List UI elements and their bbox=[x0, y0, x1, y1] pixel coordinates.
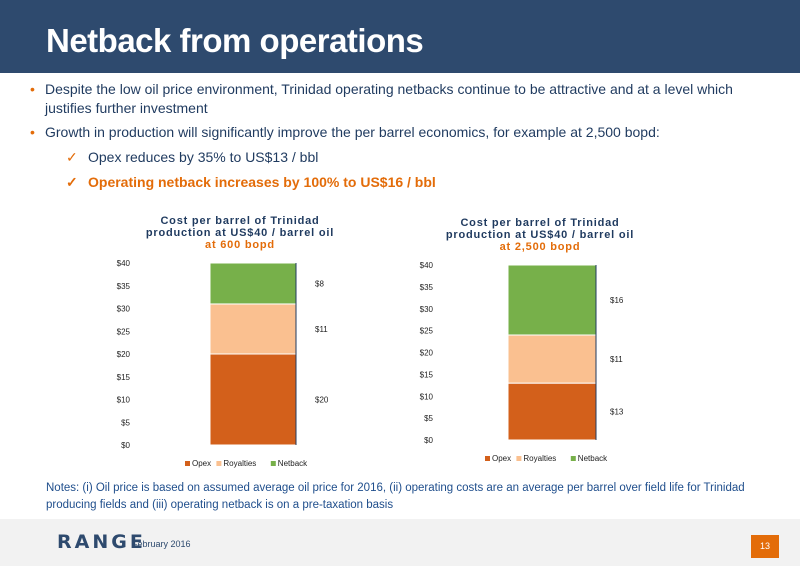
data-label: $8 bbox=[315, 279, 324, 288]
range-logo: RANGE bbox=[57, 531, 146, 553]
y-tick-label: $15 bbox=[420, 370, 434, 379]
y-tick-label: $5 bbox=[121, 418, 130, 427]
legend-swatch bbox=[570, 456, 576, 461]
page-number: 13 bbox=[751, 535, 779, 558]
chart-title: production at US$40 / barrel oil bbox=[446, 229, 634, 241]
chart-title: Cost per barrel of Trinidad bbox=[460, 217, 619, 229]
data-label: $13 bbox=[610, 408, 624, 417]
data-label: $11 bbox=[315, 325, 328, 334]
chart-subtitle: at 600 bopd bbox=[205, 239, 275, 251]
bullet-item: • Growth in production will significantl… bbox=[30, 123, 770, 142]
title-bar: Netback from operations bbox=[0, 0, 800, 73]
bullet-marker: • bbox=[30, 81, 35, 97]
checkmark-icon: ✓ bbox=[66, 149, 78, 165]
y-tick-label: $30 bbox=[420, 305, 434, 314]
chart-title: Cost per barrel of Trinidad bbox=[160, 215, 319, 227]
legend-label: Royalties bbox=[523, 454, 556, 463]
data-label: $20 bbox=[315, 396, 329, 405]
bar-segment-royalties bbox=[507, 334, 597, 384]
legend-swatch bbox=[185, 461, 190, 466]
chart-title: production at US$40 / barrel oil bbox=[146, 227, 334, 239]
y-tick-label: $25 bbox=[420, 327, 434, 336]
footer-date: February 2016 bbox=[132, 539, 191, 549]
chart-subtitle: at 2,500 bopd bbox=[500, 241, 581, 253]
y-tick-label: $15 bbox=[117, 373, 131, 382]
chart-2500-bopd: Cost per barrel of Trinidad production at… bbox=[390, 200, 690, 480]
legend-label: Opex bbox=[192, 459, 211, 468]
bar-segment-opex bbox=[209, 353, 297, 446]
legend-label: Royalties bbox=[223, 459, 256, 468]
y-tick-label: $40 bbox=[420, 261, 434, 270]
legend-swatch bbox=[216, 461, 222, 466]
bullet-text: Growth in production will significantly … bbox=[45, 124, 660, 140]
y-tick-label: $30 bbox=[117, 305, 131, 314]
bar-segment-opex bbox=[507, 382, 597, 441]
y-tick-label: $10 bbox=[420, 392, 434, 401]
sub-bullet-item-highlighted: ✓ Operating netback increases by 100% to… bbox=[30, 172, 770, 193]
legend-label: Netback bbox=[578, 454, 608, 463]
data-label: $11 bbox=[610, 355, 623, 364]
y-tick-label: $20 bbox=[420, 349, 434, 358]
y-tick-label: $10 bbox=[117, 396, 131, 405]
footer-band bbox=[0, 519, 800, 566]
footnotes: Notes: (i) Oil price is based on assumed… bbox=[46, 482, 745, 511]
bullet-marker: • bbox=[30, 124, 35, 140]
y-tick-label: $0 bbox=[121, 441, 130, 450]
bar-segment-netback bbox=[209, 262, 297, 305]
y-tick-label: $40 bbox=[117, 259, 131, 268]
bullet-list: • Despite the low oil price environment,… bbox=[30, 80, 770, 197]
y-tick-label: $35 bbox=[420, 283, 434, 292]
legend-swatch bbox=[270, 461, 276, 466]
bullet-item: • Despite the low oil price environment,… bbox=[30, 80, 770, 118]
legend-label: Netback bbox=[278, 459, 308, 468]
bullet-text: Despite the low oil price environment, T… bbox=[45, 81, 733, 116]
legend-label: Opex bbox=[492, 454, 511, 463]
bar-segment-royalties bbox=[209, 303, 297, 355]
legend-swatch bbox=[516, 456, 522, 461]
data-label: $16 bbox=[610, 296, 624, 305]
sub-bullet-item: ✓ Opex reduces by 35% to US$13 / bbl bbox=[30, 147, 770, 168]
y-tick-label: $25 bbox=[117, 327, 131, 336]
y-tick-label: $20 bbox=[117, 350, 131, 359]
legend-swatch bbox=[485, 456, 490, 461]
bar-segment-netback bbox=[507, 264, 597, 336]
chart-600-bopd: Cost per barrel of Trinidad production at… bbox=[90, 200, 390, 480]
y-tick-label: $5 bbox=[424, 414, 433, 423]
sub-bullet-text: Opex reduces by 35% to US$13 / bbl bbox=[88, 149, 319, 165]
y-tick-label: $0 bbox=[424, 436, 433, 445]
y-tick-label: $35 bbox=[117, 282, 131, 291]
checkmark-icon: ✓ bbox=[66, 174, 78, 190]
sub-bullet-text: Operating netback increases by 100% to U… bbox=[88, 174, 436, 190]
slide-title: Netback from operations bbox=[46, 22, 424, 59]
